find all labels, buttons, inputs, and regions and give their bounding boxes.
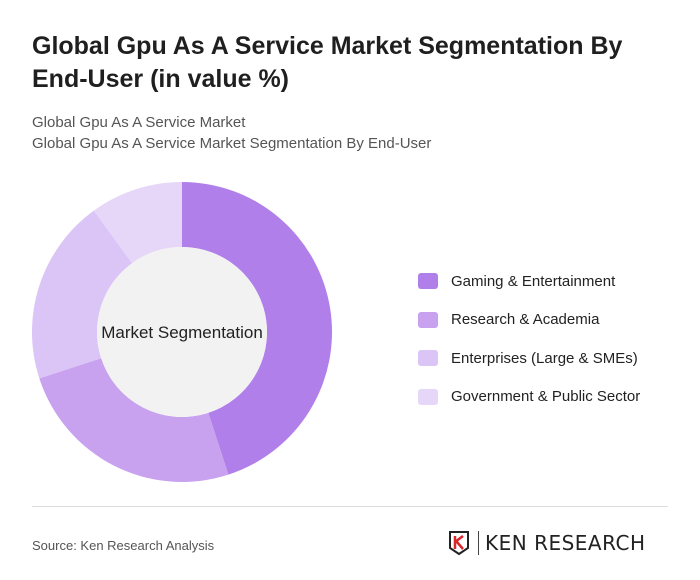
legend-item: Gaming & Entertainment xyxy=(418,262,640,301)
divider xyxy=(32,506,668,507)
donut-hole xyxy=(97,247,267,417)
legend-label: Enterprises (Large & SMEs) xyxy=(451,349,638,367)
legend-swatch xyxy=(418,388,438,405)
logo-shield-icon xyxy=(449,531,469,556)
legend-swatch xyxy=(418,311,438,328)
ken-research-logo: KEN RESEARCH xyxy=(448,530,646,556)
legend: Gaming & Entertainment Research & Academi… xyxy=(418,262,640,416)
subtitle-market: Global Gpu As A Service Market xyxy=(32,114,246,131)
donut-slice-1 xyxy=(182,182,333,475)
source-text: Source: Ken Research Analysis xyxy=(32,538,215,553)
donut-slice-4 xyxy=(93,182,182,264)
legend-item: Enterprises (Large & SMEs) xyxy=(418,339,640,378)
chart-title: Global Gpu As A Service Market Segmentat… xyxy=(32,32,623,93)
legend-item: Research & Academia xyxy=(418,301,640,340)
legend-label: Research & Academia xyxy=(451,311,600,329)
subtitle-segmentation: Global Gpu As A Service Market Segmentat… xyxy=(32,135,432,152)
donut-slice-3 xyxy=(31,210,133,379)
center-label: Market Segmentation xyxy=(101,323,263,342)
logo-text: KEN RESEARCH xyxy=(478,531,646,555)
legend-swatch xyxy=(418,350,438,367)
legend-swatch xyxy=(418,273,438,290)
legend-label: Government & Public Sector xyxy=(451,388,641,406)
legend-label: Gaming & Entertainment xyxy=(451,272,616,290)
legend-item: Government & Public Sector xyxy=(418,378,640,417)
donut-slice-2 xyxy=(39,358,229,482)
